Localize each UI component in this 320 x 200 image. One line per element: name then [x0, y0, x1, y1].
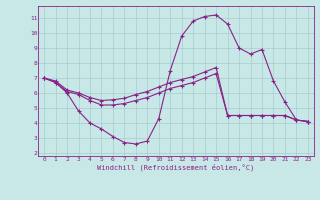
- X-axis label: Windchill (Refroidissement éolien,°C): Windchill (Refroidissement éolien,°C): [97, 163, 255, 171]
